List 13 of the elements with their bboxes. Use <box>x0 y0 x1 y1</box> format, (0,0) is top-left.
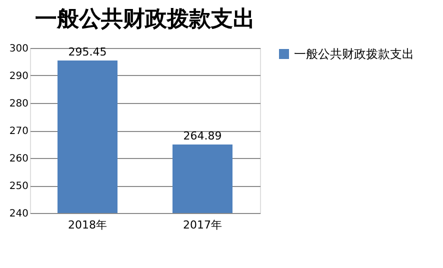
x-tick-label: 2017年 <box>183 218 222 232</box>
y-tick-label: 250 <box>9 181 28 192</box>
y-tick-label: 290 <box>9 71 28 82</box>
y-tick-label: 240 <box>9 208 28 220</box>
x-tick-label: 2018年 <box>68 218 107 232</box>
chart-title: 一般公共财政拨款支出 <box>35 7 255 32</box>
y-tick-label: 280 <box>9 98 28 110</box>
legend-label: 一般公共财政拨款支出 <box>294 47 414 61</box>
data-label: 264.89 <box>183 130 222 143</box>
y-tick-label: 260 <box>9 154 28 164</box>
y-tick-label: 270 <box>9 126 28 137</box>
data-label: 295.45 <box>68 46 107 59</box>
y-tick-label: 300 <box>9 44 28 54</box>
